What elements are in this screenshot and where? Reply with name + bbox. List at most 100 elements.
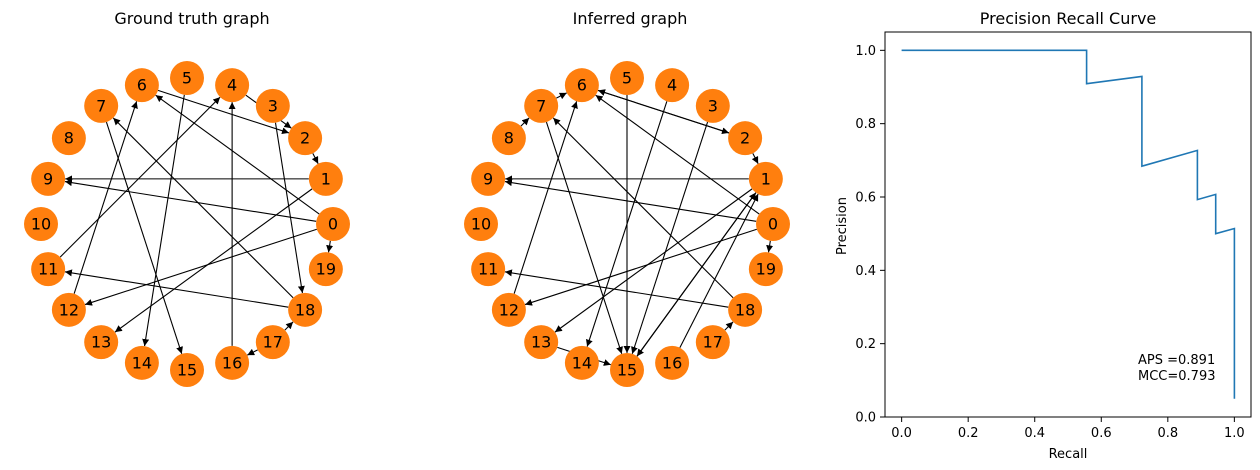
inferred-node-13 [524,325,559,360]
pr-x-tick-label: 0.8 [1157,426,1178,441]
pr-panel: Precision Recall Curve 0.0 0.2 0.4 0.6 0.8 1.… [835,9,1252,462]
inferred-node-label-14: 14 [572,353,592,372]
ground-truth-node-19 [308,252,343,287]
ground-truth-node-2 [288,121,323,156]
pr-y-tick-label: 1.0 [855,44,876,59]
ground-truth-edge-5-14 [142,94,185,347]
ground-truth-node-12 [51,292,86,327]
ground-truth-node-8 [51,121,86,156]
ground-truth-node-3 [255,88,290,123]
pr-axes-frame [884,31,1252,418]
inferred-node-7 [524,88,559,123]
ground-truth-node-label-5: 5 [182,69,192,88]
inferred-node-label-4: 4 [667,76,677,95]
pr-y-tick-label: 0.6 [855,191,876,206]
inferred-node-1 [748,161,783,196]
inferred-edge-8-7 [520,117,530,127]
inferred-node-label-3: 3 [708,96,718,115]
ground-truth-edge-7-15 [105,121,183,355]
ground-truth-node-label-15: 15 [177,361,197,380]
ground-truth-node-label-12: 12 [59,300,79,319]
ground-truth-node-label-14: 14 [132,353,152,372]
mcc-annotation: MCC=0.793 [1138,369,1215,384]
ground-truth-edge-18-7 [112,117,294,299]
inferred-edge-2-1 [751,153,759,164]
pr-y-tick-label: 0.4 [855,264,876,279]
ground-truth-node-label-16: 16 [222,353,242,372]
inferred-edge-0-9 [504,179,757,222]
inferred-edge-0-19 [766,240,774,253]
ground-truth-node-label-18: 18 [295,300,315,319]
ground-truth-node-18 [288,292,323,327]
inferred-edge-7-6 [556,92,567,100]
ground-truth-node-17 [255,325,290,360]
inferred-edge-6-2 [597,89,730,135]
ground-truth-title: Ground truth graph [114,9,269,28]
inferred-node-8 [491,121,526,156]
ground-truth-node-label-4: 4 [227,76,237,95]
pr-x-label: Recall [1049,447,1088,462]
ground-truth-node-14 [124,345,159,380]
inferred-node-label-19: 19 [756,260,776,279]
ground-truth-node-label-10: 10 [31,215,51,234]
ground-truth-node-0 [316,207,350,241]
pr-x-tick-label: 0.2 [958,426,979,441]
pr-x-tick-label: 0.6 [1091,426,1112,441]
ground-truth-node-label-11: 11 [38,260,58,279]
ground-truth-node-10 [24,207,58,241]
inferred-edge-16-1 [679,193,759,348]
inferred-node-15 [610,353,644,387]
pr-y-tick-label: 0.2 [855,337,876,352]
inferred-node-0 [756,207,790,241]
pr-x-tick-label: 0.4 [1024,426,1045,441]
inferred-edge-15-1 [636,192,757,357]
ground-truth-edge-17-18 [284,321,294,331]
ground-truth-edge-1-13 [114,188,313,333]
inferred-node-label-17: 17 [703,333,723,352]
inferred-node-label-11: 11 [478,260,498,279]
ground-truth-node-9 [31,161,66,196]
inferred-edges [504,89,774,366]
ground-truth-node-4 [215,68,250,103]
ground-truth-edge-18-11 [64,269,289,308]
ground-truth-node-label-1: 1 [321,169,331,188]
inferred-edge-7-15 [545,121,623,355]
inferred-edge-3-15 [631,121,709,355]
pr-curve-line [901,49,1236,399]
pr-y-tick-label: 0.0 [855,411,876,426]
ground-truth-node-5 [170,61,204,95]
inferred-node-6 [564,68,599,103]
ground-truth-edge-0-12 [84,228,318,306]
pr-x-tick-label: 0.0 [891,426,912,441]
ground-truth-node-label-7: 7 [96,96,106,115]
pr-title: Precision Recall Curve [980,9,1157,28]
inferred-node-12 [491,292,526,327]
inferred-node-16 [655,345,690,380]
inferred-node-5 [610,61,644,95]
ground-truth-edge-17-16 [247,348,258,356]
inferred-edge-0-6 [595,94,760,215]
inferred-edge-18-11 [504,269,729,308]
ground-truth-edge-12-6 [73,101,138,294]
ground-truth-edge-0-6 [155,94,320,215]
inferred-edge-1-13 [554,188,753,333]
inferred-node-label-10: 10 [471,215,491,234]
pr-x-ticks: 0.0 0.2 0.4 0.6 0.8 1.0 [891,417,1245,441]
ground-truth-node-7 [84,88,119,123]
ground-truth-edge-11-4 [59,96,221,258]
inferred-node-label-7: 7 [536,96,546,115]
inferred-node-label-12: 12 [499,300,519,319]
pr-y-tick-label: 0.8 [855,117,876,132]
inferred-node-14 [564,345,599,380]
ground-truth-node-label-0: 0 [328,215,338,234]
aps-annotation: APS =0.891 [1138,353,1215,368]
inferred-node-label-6: 6 [577,76,587,95]
ground-truth-edge-6-2 [157,89,290,135]
inferred-node-label-0: 0 [768,215,778,234]
inferred-node-label-13: 13 [531,333,551,352]
